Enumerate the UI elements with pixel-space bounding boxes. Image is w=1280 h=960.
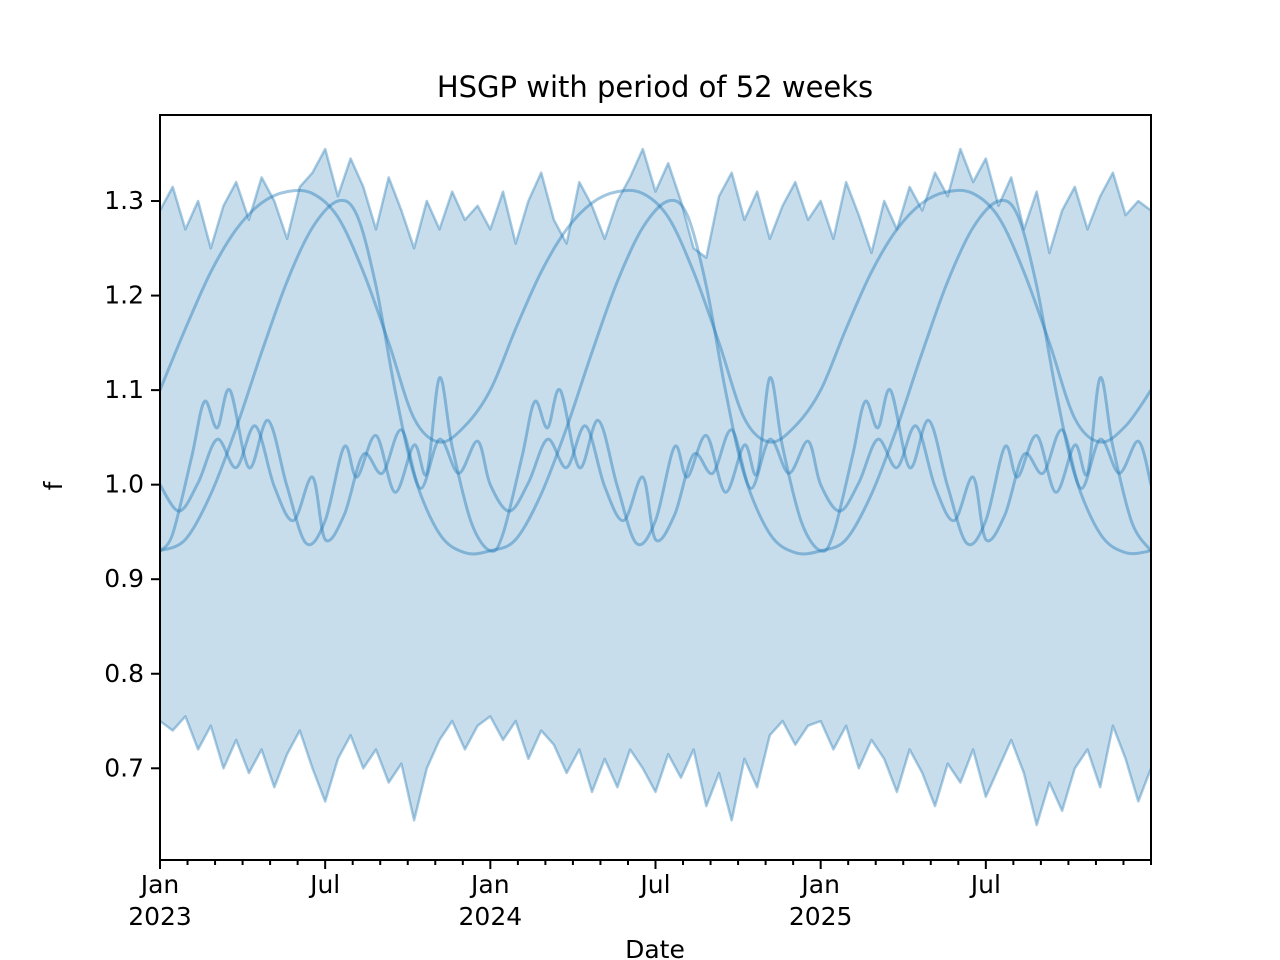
sample-curve-4 — [160, 424, 1151, 543]
y-tick-label: 1.3 — [104, 186, 144, 215]
sample-curve-2 — [160, 198, 1151, 556]
x-tick-label: Jul — [638, 870, 670, 899]
y-tick-label: 1.0 — [104, 470, 144, 499]
band-lower-edge — [160, 715, 1151, 827]
hdi-band — [160, 149, 1151, 825]
y-axis-label: f — [39, 480, 68, 490]
sample-curve-1 — [160, 188, 1151, 444]
x-tick-label: Jan — [799, 870, 840, 899]
band-upper-edge — [160, 147, 1151, 260]
x-tick-year-label: 2023 — [128, 902, 192, 931]
y-tick-label: 1.1 — [104, 375, 144, 404]
y-tick-label: 0.7 — [104, 753, 144, 782]
x-tick-year-label: 2024 — [459, 902, 523, 931]
chart-title: HSGP with period of 52 weeks — [437, 70, 873, 104]
x-tick-year-label: 2025 — [789, 902, 853, 931]
y-tick-label: 0.8 — [104, 659, 144, 688]
x-tick-label: Jul — [969, 870, 1001, 899]
data-layer — [160, 147, 1151, 827]
plot-area — [160, 115, 1151, 860]
x-tick-label: Jan — [469, 870, 510, 899]
x-axis-label: Date — [625, 935, 685, 960]
x-tick-label: Jul — [308, 870, 340, 899]
y-tick-label: 0.9 — [104, 564, 144, 593]
sample-curve-3 — [160, 376, 1151, 553]
x-tick-label: Jan — [139, 870, 180, 899]
tick-layer: Jan 2023 Jul Jan 2024 Jul Jan 2025 Jul 0.7 0.8 0.9 1… — [104, 186, 1152, 931]
y-tick-label: 1.2 — [104, 281, 144, 310]
